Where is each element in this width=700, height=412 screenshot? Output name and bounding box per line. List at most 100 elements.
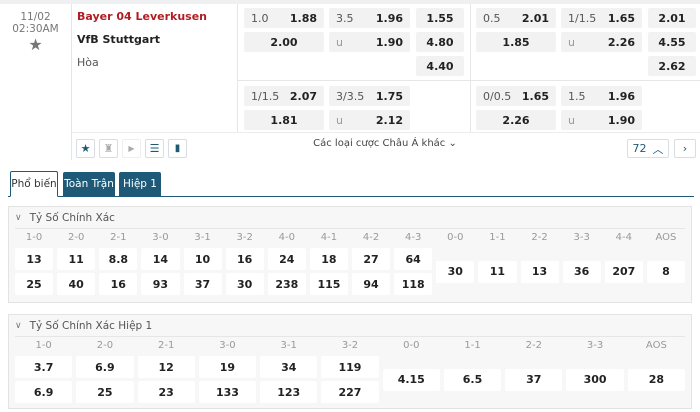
score-odds[interactable]: 238 bbox=[267, 273, 306, 295]
under-odds[interactable]: u 1.90 bbox=[329, 32, 410, 52]
score-column: 1-1 6.5 bbox=[443, 338, 502, 403]
star-icon[interactable]: ★ bbox=[76, 139, 95, 158]
score-odds[interactable]: 25 bbox=[76, 381, 134, 403]
under-odds[interactable]: u 2.26 bbox=[561, 32, 642, 52]
score-odds[interactable]: 64 bbox=[394, 248, 433, 270]
score-column: 2-0 11 40 bbox=[57, 230, 96, 295]
score-odds[interactable]: 27 bbox=[352, 248, 391, 270]
score-odds[interactable]: 16 bbox=[225, 248, 264, 270]
score-label: 3-0 bbox=[152, 232, 169, 243]
score-odds[interactable]: 8.8 bbox=[99, 248, 138, 270]
handicap-home-odds[interactable]: 1/1.5 2.07 bbox=[244, 86, 324, 106]
score-odds[interactable]: 34 bbox=[260, 356, 318, 378]
score-odds[interactable]: 93 bbox=[141, 273, 180, 295]
home-team[interactable]: Bayer 04 Leverkusen bbox=[77, 10, 208, 23]
odds-value: 1.81 bbox=[270, 113, 298, 127]
odds-value: 2.01 bbox=[658, 11, 686, 25]
under-odds[interactable]: u 1.90 bbox=[561, 110, 642, 130]
score-odds[interactable]: 6.5 bbox=[443, 368, 502, 391]
score-odds[interactable]: 11 bbox=[478, 260, 517, 283]
away-team[interactable]: VfB Stuttgart bbox=[77, 33, 161, 46]
play-icon[interactable]: ▶ bbox=[122, 139, 141, 158]
score-column: 1-1 11 bbox=[478, 230, 517, 295]
handicap-home-odds[interactable]: 0.5 2.01 bbox=[476, 8, 556, 28]
score-column: 3-2 16 30 bbox=[225, 230, 264, 295]
more-asian-bets[interactable]: Các loại cược Châu Á khác ⌄ bbox=[313, 138, 457, 149]
tab-popular[interactable]: Phổ biến bbox=[10, 171, 58, 197]
score-odds[interactable]: 30 bbox=[436, 260, 475, 283]
handicap-home-odds[interactable]: 0/0.5 1.65 bbox=[476, 86, 556, 106]
score-odds[interactable]: 14 bbox=[141, 248, 180, 270]
tab-full-time[interactable]: Toàn Trận bbox=[63, 172, 115, 196]
handicap-away-odds[interactable]: 1.81 bbox=[244, 110, 324, 130]
handicap-away-odds[interactable]: 2.00 bbox=[244, 32, 324, 52]
over-odds[interactable]: 3/3.5 1.75 bbox=[329, 86, 410, 106]
score-odds[interactable]: 300 bbox=[566, 368, 624, 391]
1x2-odds[interactable]: 2.01 bbox=[648, 8, 696, 28]
score-odds[interactable]: 6.9 bbox=[15, 381, 73, 403]
score-odds[interactable]: 133 bbox=[198, 381, 257, 403]
score-odds[interactable]: 227 bbox=[321, 381, 379, 403]
score-odds[interactable]: 36 bbox=[562, 260, 601, 283]
handicap-away-odds[interactable]: 1.85 bbox=[476, 32, 556, 52]
1x2-odds[interactable]: 4.55 bbox=[648, 32, 696, 52]
score-odds[interactable]: 25 bbox=[15, 273, 54, 295]
score-column: 0-0 4.15 bbox=[382, 338, 440, 403]
1x2-odds[interactable]: 1.55 bbox=[416, 8, 464, 28]
next-button[interactable]: › bbox=[674, 139, 696, 158]
score-odds[interactable]: 123 bbox=[260, 381, 318, 403]
score-label: 0-0 bbox=[403, 340, 420, 351]
1x2-odds[interactable]: 4.80 bbox=[416, 32, 464, 52]
score-odds[interactable]: 16 bbox=[99, 273, 138, 295]
score-odds[interactable]: 30 bbox=[225, 273, 264, 295]
score-odds[interactable]: 4.15 bbox=[382, 368, 440, 391]
top-strip bbox=[0, 0, 700, 4]
layers-icon[interactable]: ☰ bbox=[145, 139, 164, 158]
score-odds[interactable]: 28 bbox=[627, 368, 685, 391]
score-odds[interactable]: 6.9 bbox=[76, 356, 134, 378]
score-odds[interactable]: 207 bbox=[604, 260, 643, 283]
score-odds[interactable]: 3.7 bbox=[15, 356, 73, 378]
score-odds[interactable]: 13 bbox=[15, 248, 54, 270]
score-odds[interactable]: 40 bbox=[57, 273, 96, 295]
over-odds[interactable]: 1.5 1.96 bbox=[561, 86, 642, 106]
odds-value: 1.55 bbox=[426, 11, 454, 25]
handicap-away-odds[interactable]: 2.26 bbox=[476, 110, 556, 130]
score-odds[interactable]: 11 bbox=[57, 248, 96, 270]
odds-value: 4.55 bbox=[658, 35, 686, 49]
1x2-odds[interactable]: 4.40 bbox=[416, 56, 464, 76]
score-odds[interactable]: 10 bbox=[183, 248, 222, 270]
score-odds[interactable]: 119 bbox=[321, 356, 379, 378]
score-odds[interactable]: 12 bbox=[137, 356, 195, 378]
handicap-home-odds[interactable]: 1.0 1.88 bbox=[244, 8, 324, 28]
score-odds[interactable]: 115 bbox=[309, 273, 348, 295]
score-odds[interactable]: 13 bbox=[520, 260, 559, 283]
score-odds[interactable]: 118 bbox=[394, 273, 433, 295]
score-label: 0-0 bbox=[447, 232, 464, 243]
odds-value: 2.01 bbox=[521, 11, 549, 25]
score-odds[interactable]: 37 bbox=[183, 273, 222, 295]
score-odds[interactable]: 8 bbox=[646, 260, 685, 283]
score-odds[interactable]: 94 bbox=[352, 273, 391, 295]
favorite-star-icon[interactable]: ★ bbox=[28, 35, 43, 54]
market-tabs: Phổ biến Toàn Trận Hiệp 1 bbox=[8, 170, 694, 197]
jersey-icon[interactable]: ♜ bbox=[99, 139, 118, 158]
tab-first-half[interactable]: Hiệp 1 bbox=[119, 172, 161, 196]
section-header[interactable]: ∨ Tỷ Số Chính Xác bbox=[15, 207, 685, 229]
score-odds[interactable]: 19 bbox=[198, 356, 257, 378]
score-odds[interactable]: 18 bbox=[309, 248, 348, 270]
score-odds[interactable]: 24 bbox=[267, 248, 306, 270]
score-odds[interactable]: 37 bbox=[505, 368, 563, 391]
score-column: 4-0 24 238 bbox=[267, 230, 306, 295]
1x2-odds[interactable]: 2.62 bbox=[648, 56, 696, 76]
score-odds[interactable]: 23 bbox=[137, 381, 195, 403]
under-odds[interactable]: u 2.12 bbox=[329, 110, 410, 130]
section-header[interactable]: ∨ Tỷ Số Chính Xác Hiệp 1 bbox=[15, 315, 685, 337]
stats-icon[interactable]: ▮ bbox=[168, 139, 187, 158]
over-odds[interactable]: 3.5 1.96 bbox=[329, 8, 410, 28]
bet-count-toggle[interactable]: 72 ︿ bbox=[627, 139, 669, 158]
match-time: 11/02 02:30AM ★ bbox=[0, 4, 72, 160]
over-odds[interactable]: 1/1.5 1.65 bbox=[561, 8, 642, 28]
odds-value: 2.62 bbox=[658, 59, 686, 73]
odds-value: 2.00 bbox=[270, 35, 298, 49]
